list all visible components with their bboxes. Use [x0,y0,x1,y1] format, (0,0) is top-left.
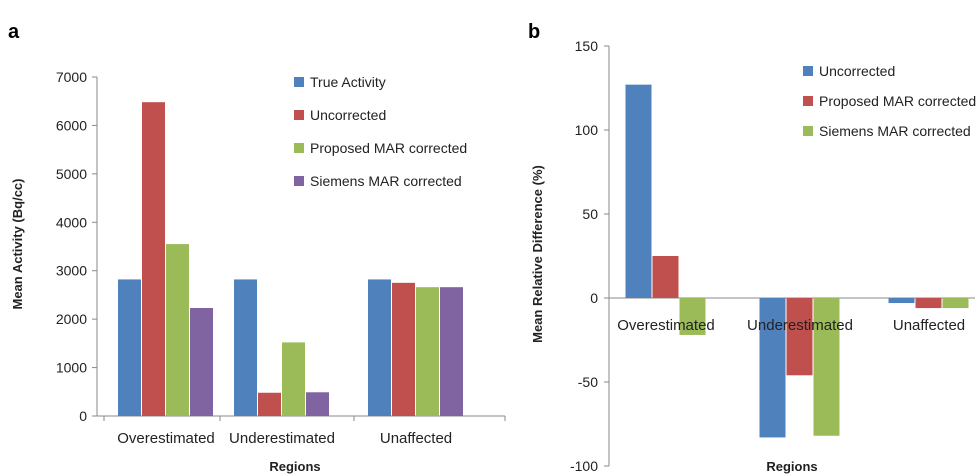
x-tick-label: Underestimated [747,317,853,334]
bar-uncorrected-overestimated [625,84,652,298]
y-tick-label: 2000 [56,311,87,327]
bar-uncorrected-underestimated [258,392,281,416]
legend-swatch [294,77,304,87]
chart-panel-b: b -100 -50 0 50 100 150 Overestimated Underestim… [528,21,976,474]
bar-proposed-mar-corrected-overestimated [652,256,679,298]
bar-uncorrected-unaffected [888,298,915,304]
panel-letter: b [528,21,540,43]
y-tick-label: 5000 [56,166,87,182]
y-axis-label: Mean Activity (Bq/cc) [10,179,25,310]
legend-swatch [803,126,813,136]
y-axis-label: Mean Relative Difference (%) [530,165,545,343]
bar-true-activity-unaffected [368,279,391,416]
bar-proposed-mar-corrected-underestimated [282,342,305,416]
legend-swatch [803,96,813,106]
bar-uncorrected-underestimated [759,298,786,438]
y-tick-label: 3000 [56,263,87,279]
bar-true-activity-underestimated [234,279,257,416]
legend-label: Siemens MAR corrected [819,123,971,139]
legend: Uncorrected Proposed MAR corrected Siemens… [803,63,976,139]
y-tick-label: 0 [590,290,598,306]
x-tick-label: Overestimated [617,317,715,334]
chart-panel-a: a 0 1000 2000 3000 4000 5000 6000 7000 Overestima… [8,21,506,474]
x-tick-label: Unaffected [893,317,965,334]
bar-siemens-mar-corrected-overestimated [190,308,213,416]
legend: True Activity Uncorrected Proposed MAR cor… [294,74,467,189]
y-tick-label: 150 [575,38,599,54]
legend-label: Uncorrected [819,63,895,79]
bar-true-activity-overestimated [118,279,141,416]
bar-uncorrected-overestimated [142,102,165,416]
bar-siemens-mar-corrected-underestimated [306,392,329,416]
y-tick-label: -50 [578,374,598,390]
bar-proposed-mar-corrected-underestimated [786,298,813,376]
x-tick-label: Unaffected [380,430,452,447]
bar-siemens-mar-corrected-unaffected [440,287,463,416]
bar-uncorrected-unaffected [392,282,415,416]
y-tick-label: 6000 [56,117,87,133]
legend-label: True Activity [310,74,386,90]
bar-proposed-mar-corrected-overestimated [166,244,189,416]
legend-label: Proposed MAR corrected [819,93,976,109]
bar-siemens-mar-corrected-underestimated [813,298,840,436]
x-tick-label: Underestimated [229,430,335,447]
bar-siemens-mar-corrected-overestimated [679,298,706,335]
panel-letter: a [8,21,20,43]
bar-proposed-mar-corrected-unaffected [915,298,942,309]
y-tick-label: 0 [79,408,87,424]
y-tick-label: 50 [582,206,598,222]
legend-swatch [294,176,304,186]
y-tick-label: 7000 [56,69,87,85]
y-tick-label: 100 [575,122,599,138]
x-axis-label: Regions [766,459,817,474]
legend-swatch [803,66,813,76]
legend-swatch [294,110,304,120]
legend-label: Siemens MAR corrected [310,173,462,189]
bar-proposed-mar-corrected-unaffected [416,287,439,416]
legend-label: Proposed MAR corrected [310,140,467,156]
bar-siemens-mar-corrected-unaffected [942,298,969,309]
y-tick-label: -100 [570,458,598,474]
y-tick-label: 1000 [56,360,87,376]
y-tick-label: 4000 [56,214,87,230]
x-tick-label: Overestimated [117,430,215,447]
legend-swatch [294,143,304,153]
x-axis-label: Regions [269,459,320,474]
legend-label: Uncorrected [310,107,386,123]
